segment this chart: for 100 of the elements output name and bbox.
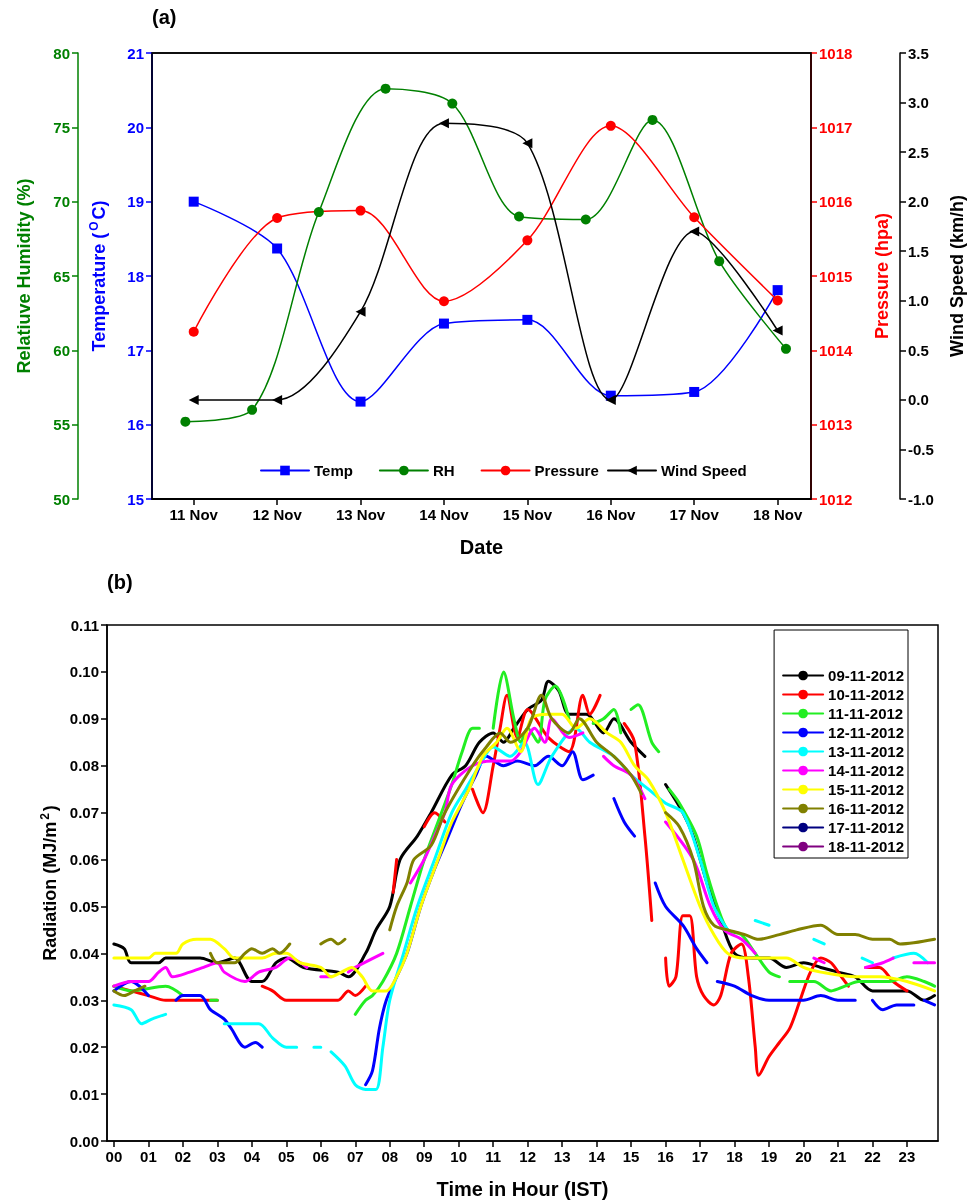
- y-tick-label: 20: [127, 118, 144, 136]
- y3-tick-label: 80: [53, 44, 70, 62]
- y-tick-label: 0.04: [69, 944, 100, 962]
- y-tick-label: 0.02: [69, 1038, 99, 1056]
- point: [772, 325, 783, 336]
- y-tick-label: 16: [127, 416, 144, 434]
- x-tick-label: 04: [243, 1148, 261, 1165]
- chart-title: (b): [107, 571, 133, 593]
- y-axis-title: Radiation (MJ/m2): [37, 805, 60, 961]
- y-tick-label: 0.09: [69, 710, 99, 728]
- x-tick-label: 15 Nov: [502, 506, 553, 523]
- y-tick-label: 0.08: [69, 757, 99, 775]
- legend-label: RH: [432, 462, 455, 479]
- y2-tick-label: 1.5: [908, 242, 929, 260]
- point: [438, 318, 449, 329]
- y-tick-label: 17: [127, 341, 144, 359]
- legend-label: Pressure: [534, 462, 599, 479]
- point: [605, 120, 616, 131]
- y2-tick-label: 1013: [819, 416, 853, 434]
- x-tick-label: 17: [691, 1148, 709, 1165]
- y-tick-label: 19: [127, 193, 144, 211]
- x-axis-title: Date: [459, 536, 504, 558]
- y2-tick-label: 1018: [819, 44, 853, 62]
- y2-tick-label: -1.0: [908, 490, 934, 508]
- point: [438, 118, 449, 129]
- legend-label: Temp: [314, 462, 353, 479]
- point: [355, 205, 366, 216]
- point: [188, 196, 199, 207]
- point: [438, 296, 449, 307]
- x-tick-label: 21: [829, 1148, 847, 1165]
- point: [647, 114, 658, 125]
- x-tick-label: 07: [346, 1148, 364, 1165]
- x-tick-label: 11: [485, 1148, 502, 1165]
- legend-label: 16-11-2012: [828, 800, 905, 817]
- x-tick-label: 02: [174, 1148, 192, 1165]
- point: [514, 211, 525, 222]
- x-tick-label: 15: [622, 1148, 640, 1165]
- point: [780, 343, 791, 354]
- y2-tick-label: 1.0: [908, 292, 929, 310]
- point: [522, 138, 533, 149]
- y2-tick-label: 2.5: [908, 143, 929, 161]
- point: [580, 214, 591, 225]
- y-tick-label: 0.05: [69, 897, 99, 915]
- x-axis-title: Time in Hour (IST): [436, 1178, 609, 1200]
- y2-tick-label: 3.5: [908, 44, 929, 62]
- x-tick-label: 13: [553, 1148, 571, 1165]
- y2-tick-label: 0.0: [908, 391, 929, 409]
- x-tick-label: 01: [140, 1148, 157, 1165]
- x-tick-label: 13 Nov: [335, 506, 386, 523]
- point: [522, 314, 533, 325]
- y-tick-label: 18: [127, 267, 144, 285]
- legend-label: 13-11-2012: [828, 743, 905, 760]
- x-tick-label: 14: [588, 1148, 606, 1165]
- y3-tick-label: 50: [53, 490, 70, 508]
- point: [522, 235, 533, 246]
- x-tick-label: 03: [209, 1148, 226, 1165]
- x-tick-label: 19: [760, 1148, 778, 1165]
- x-tick-label: 10: [450, 1148, 468, 1165]
- x-tick-label: 11 Nov: [169, 506, 219, 523]
- point: [605, 394, 616, 405]
- y2-tick-label: 1014: [819, 341, 854, 359]
- y2-axis-title: Wind Speed (km/h): [947, 195, 967, 357]
- x-tick-label: 14 Nov: [419, 506, 470, 523]
- point: [689, 226, 700, 237]
- y3-tick-label: 75: [53, 118, 70, 136]
- point: [447, 98, 458, 109]
- point: [689, 386, 700, 397]
- point: [313, 207, 324, 218]
- point: [180, 416, 191, 427]
- y3-axis-title: Relatiuve Humidity (%): [14, 178, 34, 374]
- legend-label: 12-11-2012: [828, 724, 905, 741]
- y-tick-label: 0.00: [69, 1132, 99, 1150]
- point: [689, 212, 700, 223]
- legend-label: 14-11-2012: [828, 762, 905, 779]
- x-tick-label: 09: [415, 1148, 433, 1165]
- x-tick-label: 20: [795, 1148, 812, 1165]
- y2-tick-label: 1017: [819, 118, 853, 136]
- y3-tick-label: 65: [53, 267, 70, 285]
- point: [188, 394, 199, 405]
- y-tick-label: 0.03: [69, 991, 99, 1009]
- point: [772, 285, 783, 296]
- x-tick-label: 05: [277, 1148, 295, 1165]
- point: [714, 256, 725, 267]
- point: [272, 213, 283, 224]
- y-tick-label: 0.01: [69, 1085, 99, 1103]
- y-tick-label: 0.11: [70, 616, 99, 634]
- chart-title: (a): [152, 6, 177, 28]
- point: [355, 306, 366, 317]
- y-tick-label: 21: [127, 44, 144, 62]
- y-tick-label: 0.07: [69, 804, 99, 822]
- point: [380, 83, 391, 94]
- y3-tick-label: 55: [53, 416, 70, 434]
- y2-axis-title: Pressure (hpa): [872, 212, 892, 340]
- x-tick-label: 12 Nov: [252, 506, 303, 523]
- y2-tick-label: 1016: [819, 193, 853, 211]
- point: [247, 404, 258, 415]
- legend-label: Wind Speed: [661, 462, 747, 479]
- x-tick-label: 12: [519, 1148, 537, 1165]
- point: [272, 243, 283, 254]
- y3-tick-label: 60: [53, 341, 70, 359]
